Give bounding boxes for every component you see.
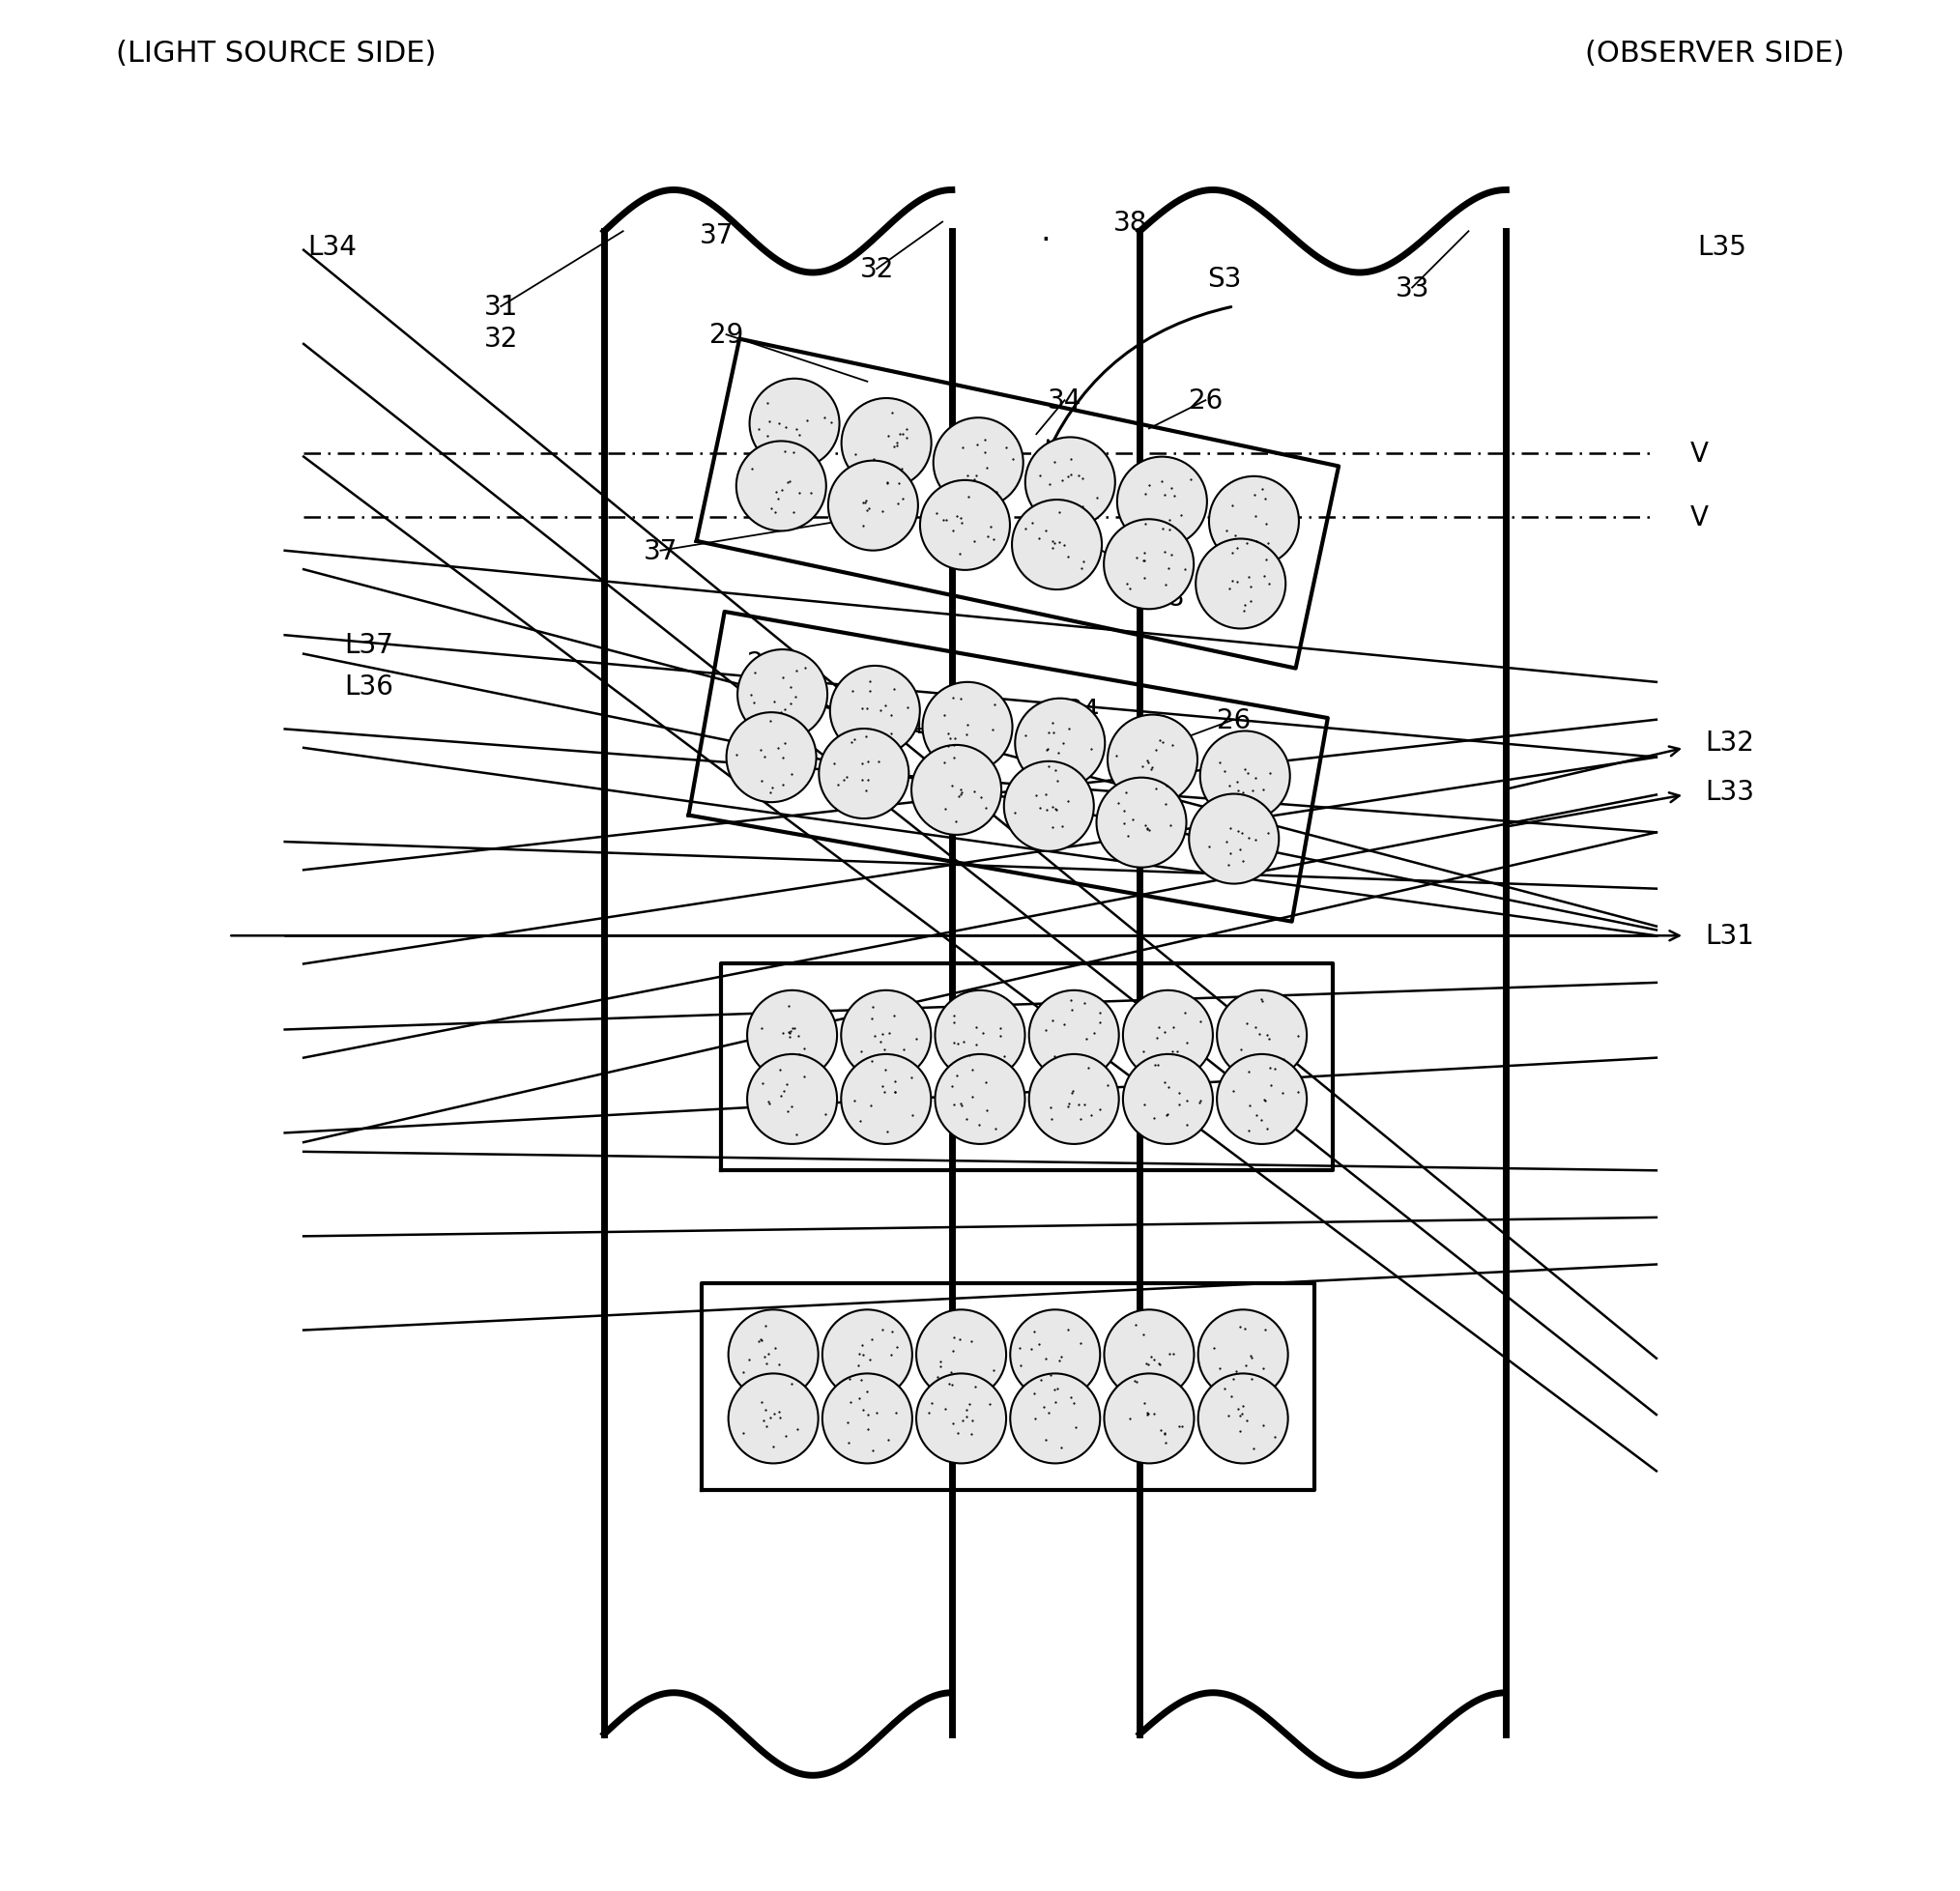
- Circle shape: [823, 1310, 911, 1399]
- Circle shape: [841, 1055, 931, 1144]
- Text: 38: 38: [1151, 584, 1186, 611]
- Text: L31: L31: [1705, 923, 1754, 949]
- Circle shape: [915, 1373, 1005, 1464]
- Circle shape: [829, 461, 917, 550]
- Text: 26: 26: [1188, 388, 1223, 414]
- Text: L34: L34: [308, 233, 357, 261]
- Text: 33: 33: [1396, 274, 1429, 303]
- Circle shape: [1198, 1373, 1288, 1464]
- Text: 31: 31: [484, 293, 517, 321]
- Circle shape: [1015, 700, 1105, 789]
- Circle shape: [729, 1373, 817, 1464]
- Circle shape: [1117, 458, 1207, 546]
- Circle shape: [1200, 732, 1290, 821]
- Circle shape: [841, 991, 931, 1080]
- Circle shape: [1029, 1055, 1119, 1144]
- Text: 29: 29: [710, 321, 743, 348]
- Circle shape: [1096, 777, 1186, 868]
- Text: (OBSERVER SIDE): (OBSERVER SIDE): [1586, 40, 1844, 68]
- Circle shape: [1196, 539, 1286, 630]
- Text: $\theta_{41}$: $\theta_{41}$: [892, 703, 937, 736]
- Text: 34: 34: [1066, 698, 1100, 724]
- Circle shape: [1004, 762, 1094, 851]
- Circle shape: [1209, 477, 1299, 567]
- Circle shape: [933, 418, 1023, 509]
- Circle shape: [919, 480, 1009, 571]
- Circle shape: [923, 683, 1013, 772]
- Circle shape: [747, 991, 837, 1080]
- Text: V: V: [1690, 503, 1709, 531]
- Text: $\theta_{42}$: $\theta_{42}$: [939, 460, 984, 492]
- Text: 32: 32: [860, 255, 894, 284]
- Text: ·: ·: [1041, 225, 1051, 257]
- Circle shape: [749, 380, 839, 469]
- Text: 32: 32: [484, 325, 517, 352]
- Circle shape: [1009, 1310, 1100, 1399]
- Circle shape: [1217, 991, 1307, 1080]
- Circle shape: [1103, 520, 1194, 609]
- Circle shape: [823, 1373, 911, 1464]
- Text: 29: 29: [747, 651, 780, 677]
- Circle shape: [727, 713, 815, 802]
- Circle shape: [737, 442, 827, 531]
- Circle shape: [1011, 501, 1102, 590]
- Text: L32: L32: [1705, 730, 1754, 756]
- Circle shape: [911, 745, 1002, 836]
- Text: L37: L37: [345, 632, 394, 658]
- Circle shape: [1029, 991, 1119, 1080]
- Text: 34: 34: [1047, 388, 1082, 414]
- Circle shape: [1198, 1310, 1288, 1399]
- Text: 37: 37: [643, 537, 678, 565]
- Circle shape: [915, 1310, 1005, 1399]
- Text: L35: L35: [1697, 233, 1746, 261]
- Text: 26: 26: [1217, 707, 1250, 734]
- Circle shape: [747, 1055, 837, 1144]
- Text: (LIGHT SOURCE SIDE): (LIGHT SOURCE SIDE): [116, 40, 435, 68]
- Circle shape: [737, 651, 827, 739]
- Circle shape: [1107, 715, 1198, 806]
- Circle shape: [1103, 1310, 1194, 1399]
- Text: L36: L36: [345, 673, 394, 700]
- Text: V: V: [1690, 441, 1709, 467]
- Circle shape: [935, 1055, 1025, 1144]
- Circle shape: [935, 991, 1025, 1080]
- Circle shape: [1025, 439, 1115, 528]
- Circle shape: [1009, 1373, 1100, 1464]
- Circle shape: [1123, 1055, 1213, 1144]
- Circle shape: [729, 1310, 817, 1399]
- Text: S3: S3: [1207, 265, 1241, 293]
- Circle shape: [1217, 1055, 1307, 1144]
- Text: 38: 38: [1113, 210, 1147, 236]
- Circle shape: [1123, 991, 1213, 1080]
- Circle shape: [829, 666, 919, 756]
- Text: L33: L33: [1705, 777, 1754, 806]
- Circle shape: [1103, 1373, 1194, 1464]
- Circle shape: [819, 730, 909, 819]
- Circle shape: [841, 399, 931, 488]
- Text: 37: 37: [700, 223, 735, 250]
- Circle shape: [1190, 794, 1278, 885]
